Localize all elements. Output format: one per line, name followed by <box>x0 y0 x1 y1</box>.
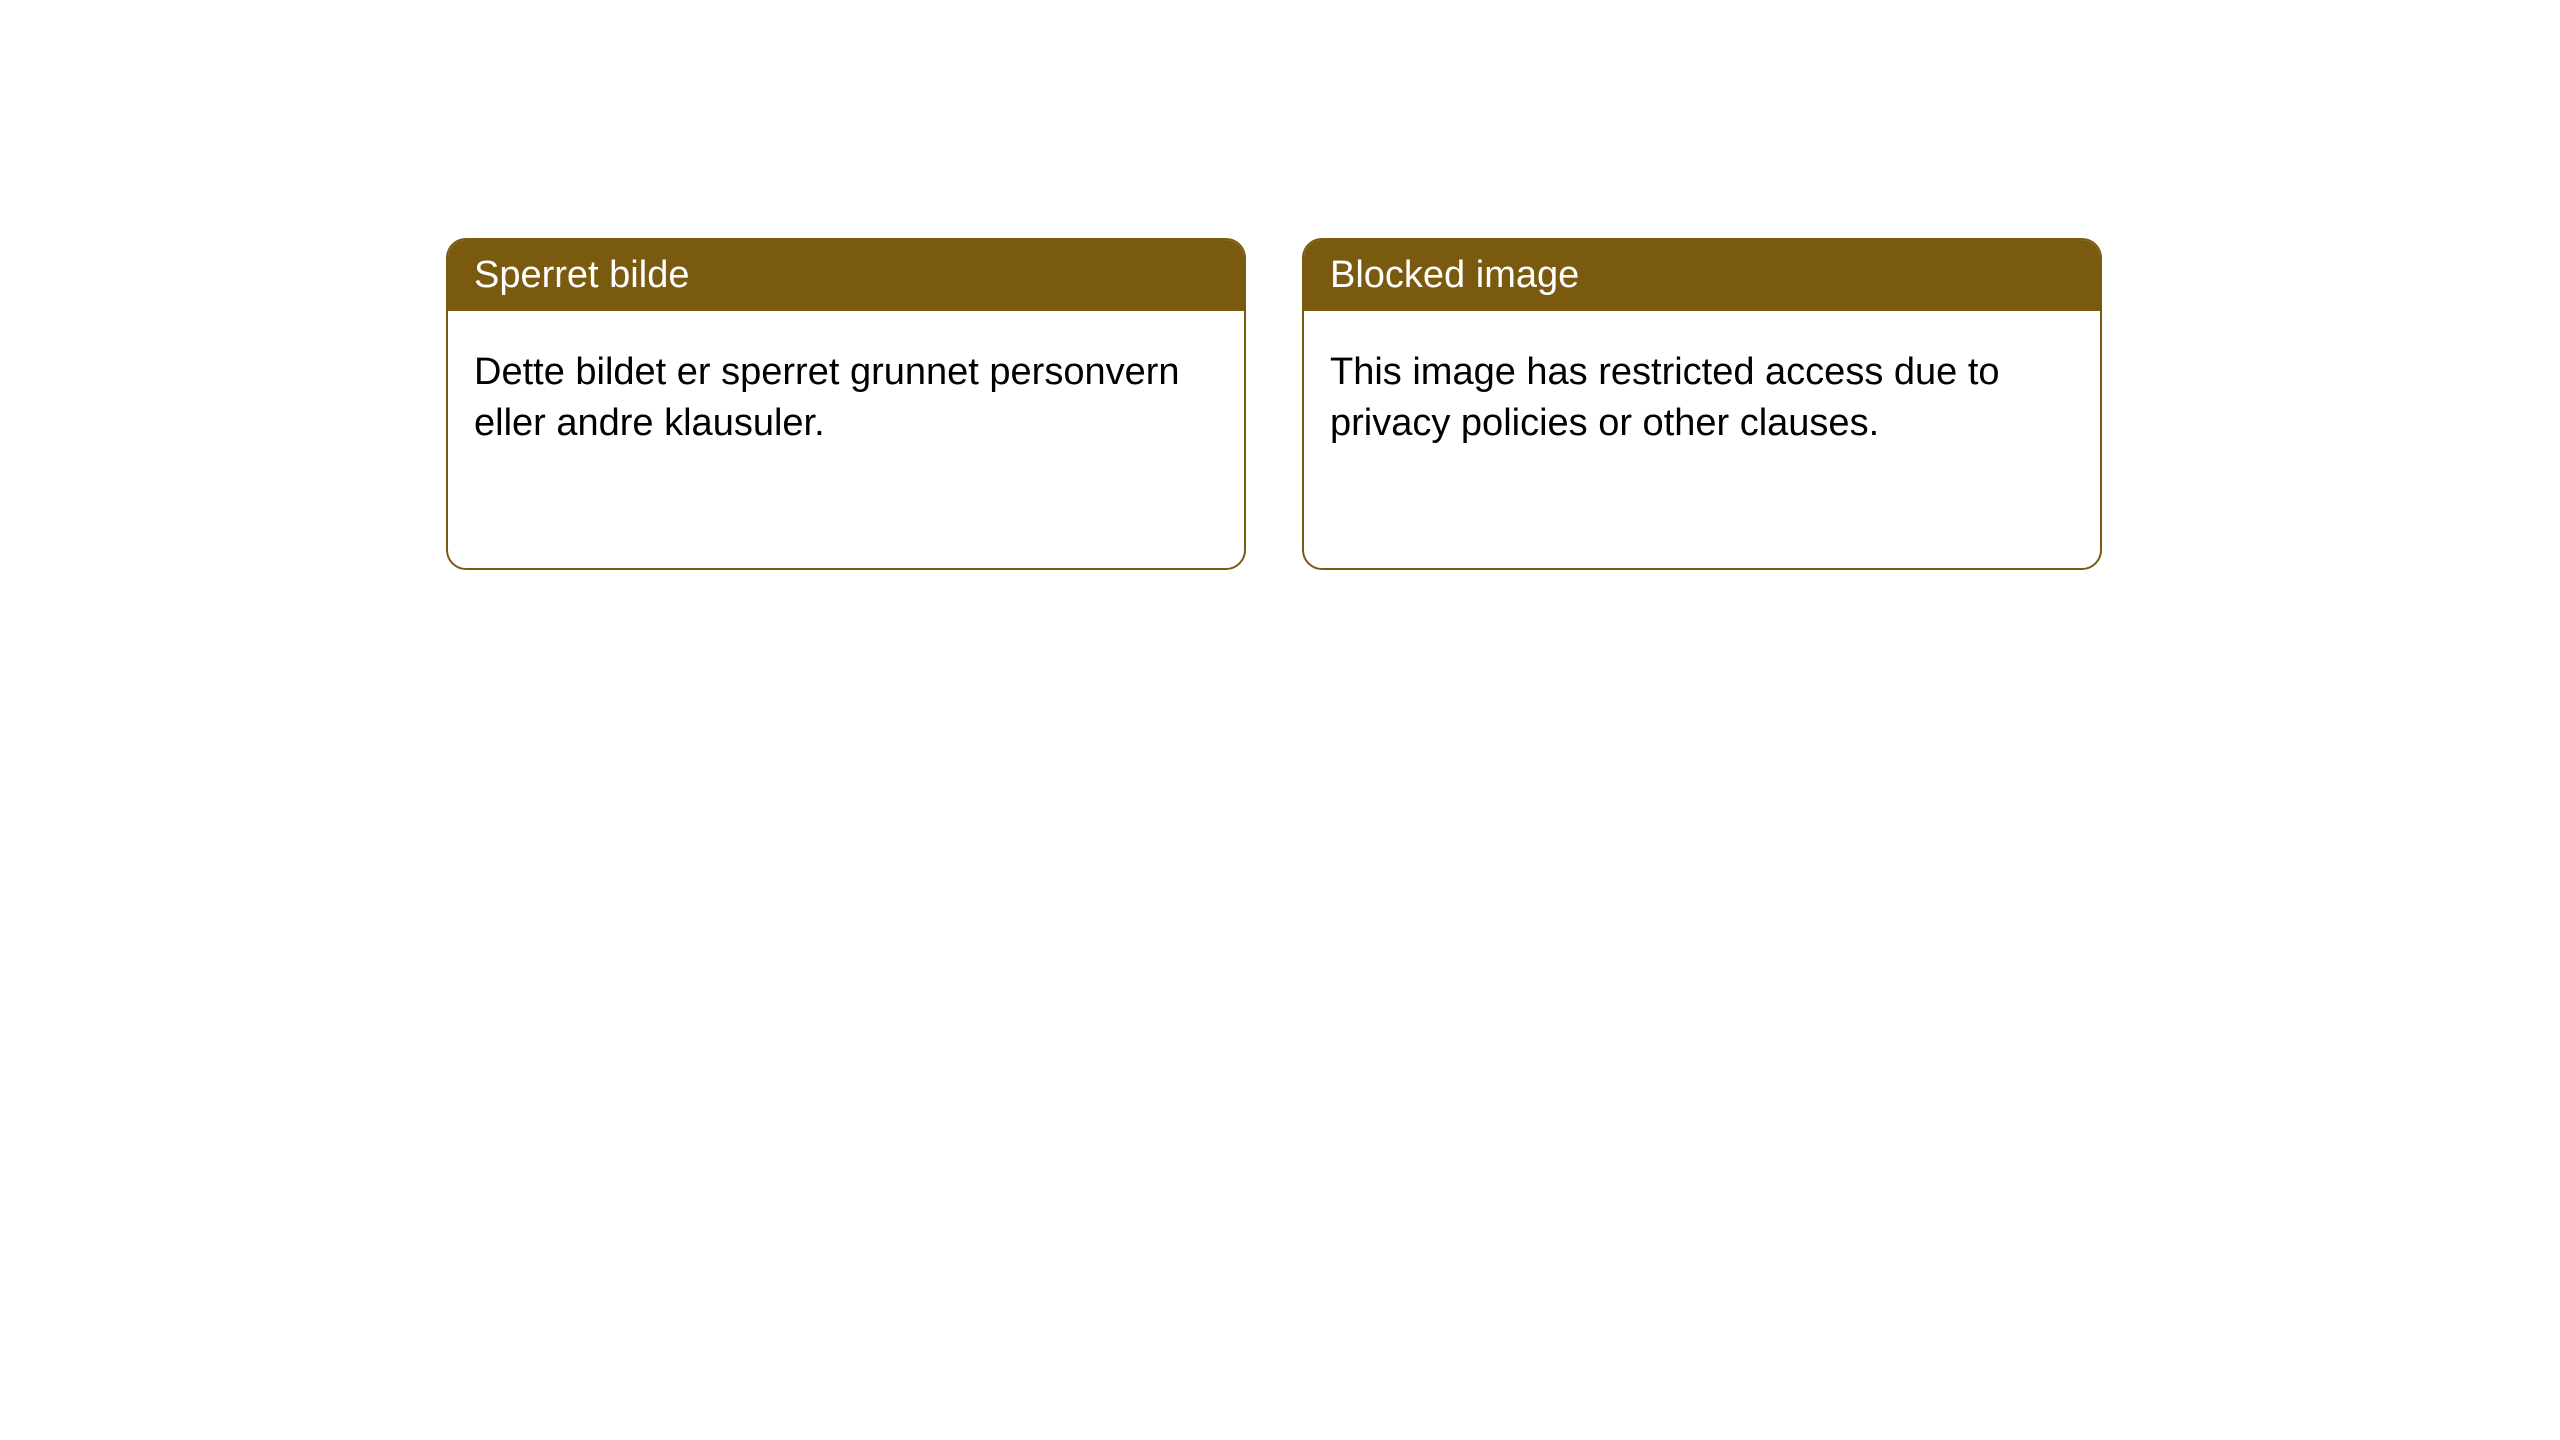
card-body-text: This image has restricted access due to … <box>1304 311 2100 486</box>
card-body-text: Dette bildet er sperret grunnet personve… <box>448 311 1244 486</box>
card-title: Blocked image <box>1304 240 2100 311</box>
blocked-image-notice-container: Sperret bilde Dette bildet er sperret gr… <box>446 238 2560 570</box>
blocked-image-card-en: Blocked image This image has restricted … <box>1302 238 2102 570</box>
blocked-image-card-no: Sperret bilde Dette bildet er sperret gr… <box>446 238 1246 570</box>
card-title: Sperret bilde <box>448 240 1244 311</box>
